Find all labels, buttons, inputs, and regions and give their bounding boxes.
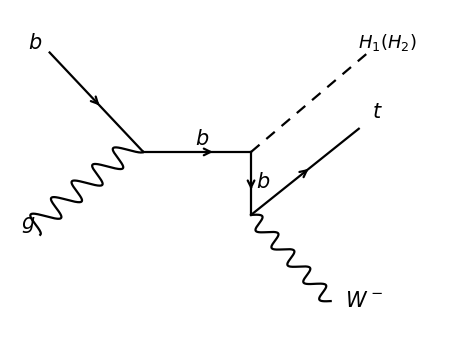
Text: $b$: $b$ [28, 33, 43, 53]
Text: $b$: $b$ [255, 172, 270, 192]
Text: $W^-$: $W^-$ [345, 291, 383, 311]
Text: $b$: $b$ [195, 129, 209, 149]
Text: $t$: $t$ [372, 103, 383, 122]
Text: $H_1(H_2)$: $H_1(H_2)$ [357, 32, 416, 53]
Text: $g$: $g$ [21, 215, 36, 235]
